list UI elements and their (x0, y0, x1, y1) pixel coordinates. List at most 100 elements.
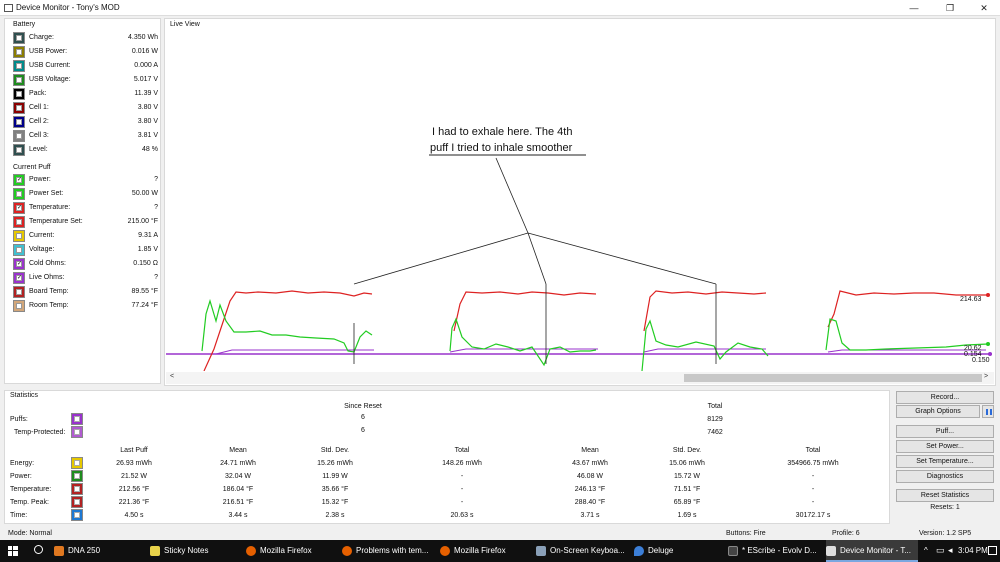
taskbar-item-firefox-1[interactable]: Mozilla Firefox (246, 540, 336, 562)
live-ohms-line-2 (449, 348, 598, 353)
stat-cell: 148.26 mWh (442, 460, 482, 467)
status-buttons: Buttons: Fire (726, 530, 766, 537)
taskbar-item-sticky-notes[interactable]: Sticky Notes (150, 540, 240, 562)
puff-row-current: Current: 9.31 A (13, 230, 158, 242)
checkbox-swatch[interactable]: ✓ (13, 258, 25, 270)
graph-options-button[interactable]: Graph Options (896, 405, 980, 418)
taskbar-item-escribe[interactable]: * EScribe - Evolv D... (728, 540, 822, 562)
horizontal-scrollbar[interactable]: < > (166, 372, 994, 384)
reset-statistics-button[interactable]: Reset Statistics (896, 489, 994, 502)
taskbar-item-device-monitor[interactable]: Device Monitor - T... (826, 540, 918, 562)
stat-swatch[interactable] (71, 470, 83, 482)
notification-icon[interactable] (988, 546, 997, 555)
battery-value: 0.000 A (134, 62, 158, 69)
color-swatch[interactable] (13, 46, 25, 58)
network-icon[interactable]: ▭ (936, 545, 945, 555)
stat-cell: 3.44 s (228, 512, 248, 519)
puff-value: 89.55 °F (131, 288, 158, 295)
stat-swatch[interactable] (71, 483, 83, 495)
battery-row-usb-voltage: USB Voltage: 5.017 V (13, 74, 158, 86)
checkbox-swatch[interactable]: ✓ (13, 174, 25, 186)
stat-cell: 15.26 mWh (317, 460, 353, 467)
puff-row-live-ohms: ✓ Live Ohms: ? (13, 272, 158, 284)
callout-line-2 (527, 232, 547, 285)
checkbox-swatch[interactable] (13, 300, 25, 312)
color-swatch[interactable] (13, 60, 25, 72)
color-swatch[interactable] (13, 130, 25, 142)
puffs-since-reset: 6 (361, 414, 365, 421)
checkbox-swatch[interactable] (13, 216, 25, 228)
puff-label: Temperature: (29, 204, 71, 211)
puff-value: ? (154, 204, 158, 211)
close-button[interactable]: ✕ (980, 3, 988, 13)
puffs-swatch[interactable] (71, 413, 83, 425)
minimize-button[interactable]: — (909, 3, 919, 13)
checkbox-swatch[interactable]: ✓ (13, 272, 25, 284)
taskbar-item-firefox-2[interactable]: Mozilla Firefox (440, 540, 530, 562)
left-panel: Battery Charge: 4.350 Wh USB Power: 0.01… (4, 18, 161, 384)
battery-label: USB Voltage: (29, 76, 71, 83)
temp-protected-label: Temp-Protected: (14, 429, 66, 436)
stat-cell: 35.66 °F (321, 486, 349, 493)
checkbox-swatch[interactable] (13, 230, 25, 242)
col-header-last-puff: Last Puff (120, 447, 148, 454)
battery-value: 3.80 V (137, 104, 158, 111)
taskbar-item-problems[interactable]: Problems with tem... (342, 540, 436, 562)
color-swatch[interactable] (13, 32, 25, 44)
stat-swatch[interactable] (71, 509, 83, 521)
stat-label: Temp. Peak: (10, 499, 49, 506)
battery-value: 48 % (142, 146, 158, 153)
puff-label: Live Ohms: (29, 274, 65, 281)
taskbar-item-osk[interactable]: On-Screen Keyboa... (536, 540, 630, 562)
taskbar-item-deluge[interactable]: Deluge (634, 540, 724, 562)
scrollbar-thumb[interactable] (684, 374, 982, 382)
set-temperature-button[interactable]: Set Temperature... (896, 455, 994, 468)
diagnostics-button[interactable]: Diagnostics (896, 470, 994, 483)
clock[interactable]: 3:04 PM (958, 546, 988, 555)
live-view-graph[interactable]: I had to exhale here. The 4th puff I tri… (166, 29, 996, 371)
battery-row-cell-1: Cell 1: 3.80 V (13, 102, 158, 114)
battery-section-title: Battery (13, 21, 36, 28)
stat-cell: 2.38 s (325, 512, 345, 519)
battery-value: 3.80 V (137, 118, 158, 125)
maximize-button[interactable]: ❐ (945, 3, 955, 13)
scroll-right-arrow[interactable]: > (984, 373, 989, 380)
stat-cell: 4.50 s (124, 512, 144, 519)
tray-chevron-icon[interactable]: ^ (924, 546, 928, 555)
live-ohms-line-3 (643, 348, 766, 353)
windows-start-icon[interactable] (8, 546, 18, 556)
window-title: Device Monitor - Tony's MOD (16, 3, 120, 12)
stat-cell: 24.71 mWh (220, 460, 256, 467)
checkbox-swatch[interactable]: ✓ (13, 202, 25, 214)
taskbar-item-dna250[interactable]: DNA 250 (54, 540, 144, 562)
puff-row-temperature: ✓ Temperature: ? (13, 202, 158, 214)
scroll-left-arrow[interactable]: < (170, 373, 175, 380)
color-swatch[interactable] (13, 144, 25, 156)
volume-icon[interactable]: ◂ (948, 545, 953, 555)
col-header-std-dev-all: Std. Dev. (672, 447, 702, 454)
stat-swatch[interactable] (71, 496, 83, 508)
battery-row-usb-power: USB Power: 0.016 W (13, 46, 158, 58)
checkbox-swatch[interactable] (13, 286, 25, 298)
set-power-button[interactable]: Set Power... (896, 440, 994, 453)
puff-label: Cold Ohms: (29, 260, 66, 267)
record-button[interactable]: Record... (896, 391, 994, 404)
checkbox-swatch[interactable] (13, 188, 25, 200)
search-icon[interactable] (34, 545, 43, 554)
temp-protected-swatch[interactable] (71, 426, 83, 438)
status-version: Version: 1.2 SP5 (919, 530, 972, 537)
checkbox-swatch[interactable] (13, 244, 25, 256)
stat-swatch[interactable] (71, 457, 83, 469)
puff-value: 9.31 A (138, 232, 158, 239)
pause-button[interactable] (982, 405, 994, 418)
escribe-icon (728, 545, 738, 556)
puff-row-temperature-set: Temperature Set: 215.00 °F (13, 216, 158, 228)
color-swatch[interactable] (13, 74, 25, 86)
color-swatch[interactable] (13, 88, 25, 100)
temp-protected-total: 7462 (707, 429, 723, 436)
color-swatch[interactable] (13, 102, 25, 114)
live-view-title: Live View (170, 21, 200, 28)
puff-button[interactable]: Puff... (896, 425, 994, 438)
sticky-notes-icon (150, 545, 160, 556)
color-swatch[interactable] (13, 116, 25, 128)
